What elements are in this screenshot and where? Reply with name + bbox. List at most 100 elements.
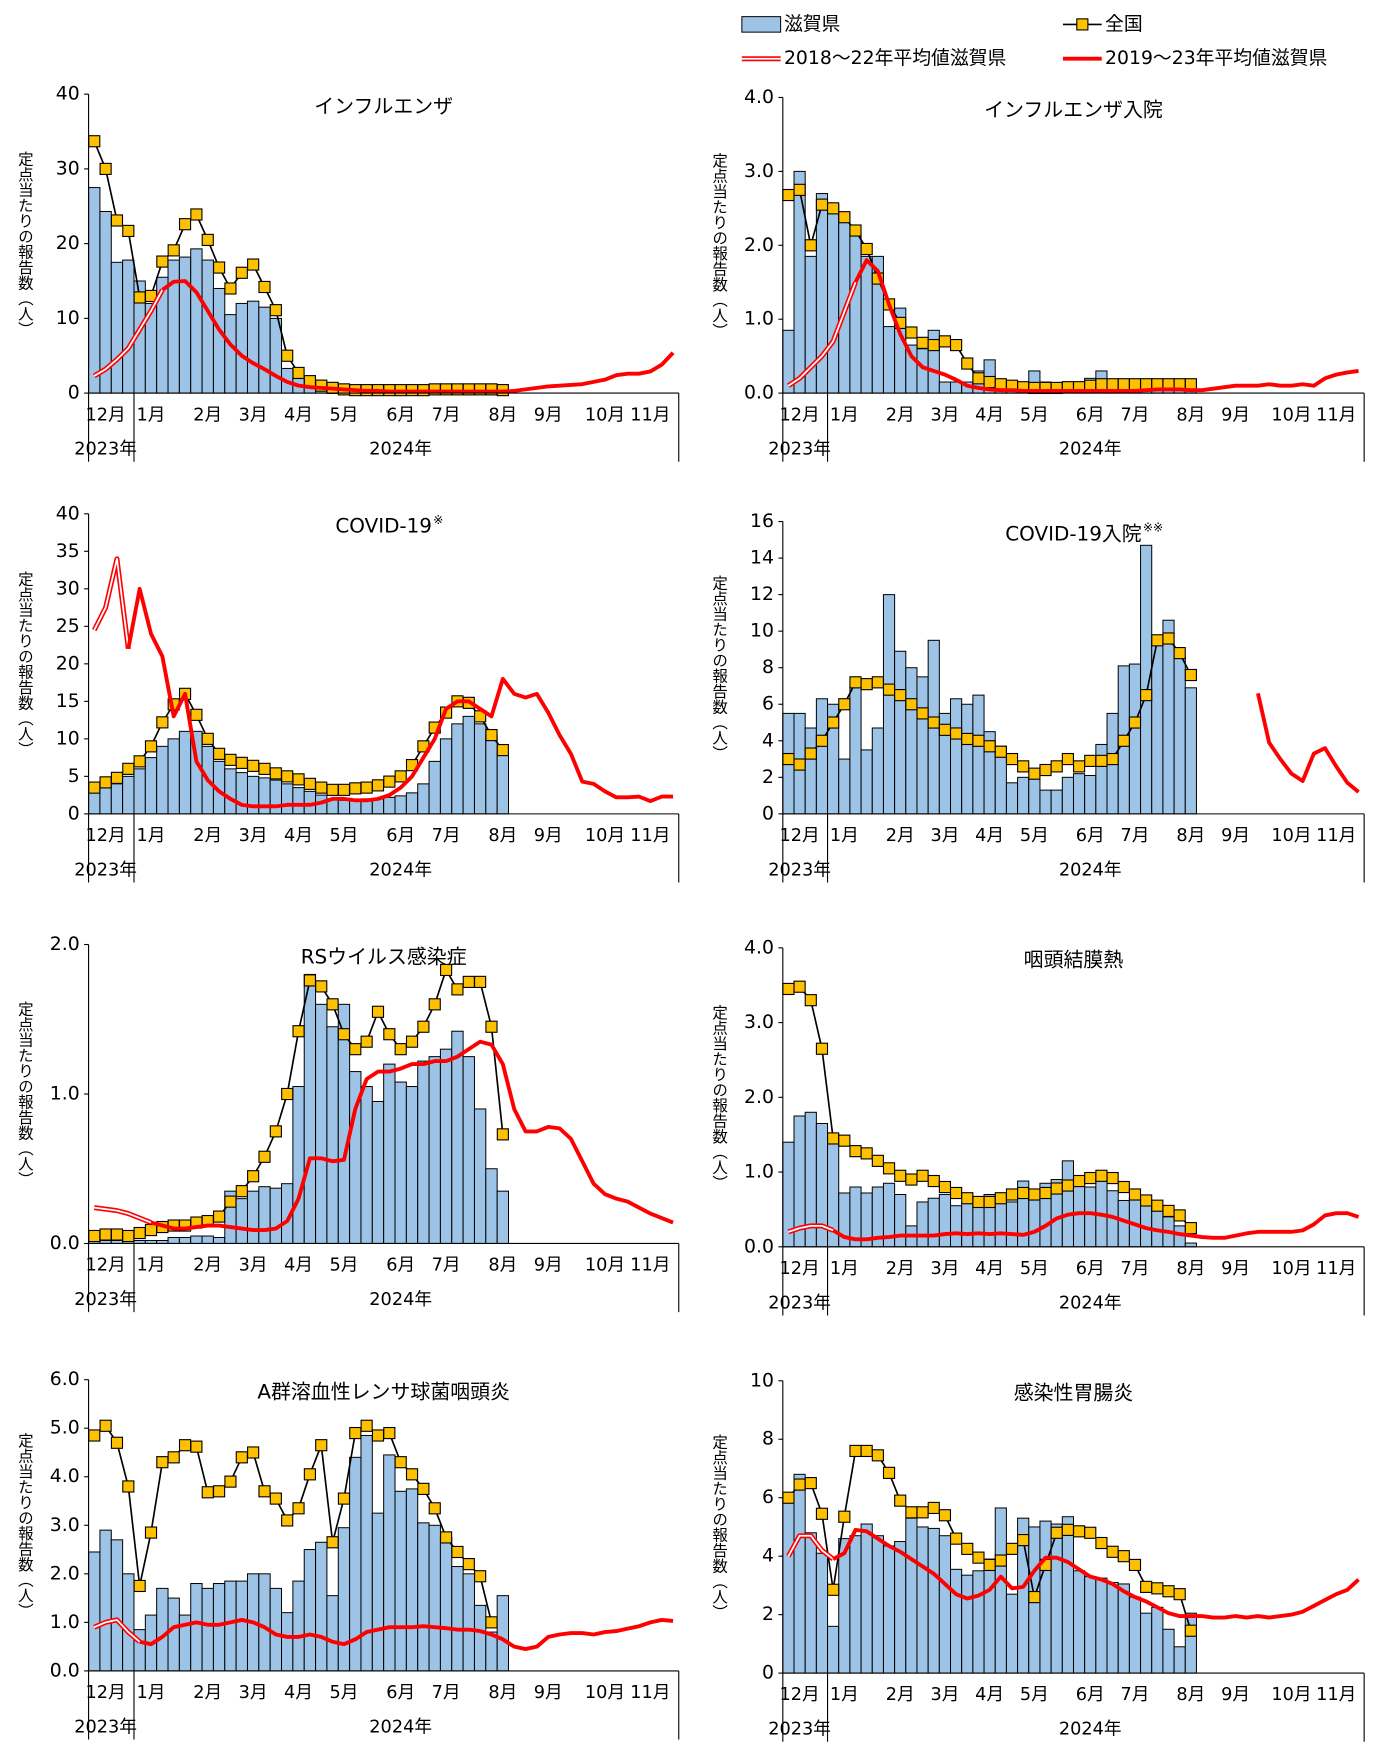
national-marker	[110, 214, 124, 227]
national-marker	[1106, 1545, 1119, 1558]
bar	[905, 1517, 918, 1674]
bar	[428, 760, 441, 815]
national-marker	[88, 781, 101, 794]
national-marker	[1173, 1209, 1186, 1222]
x-tick-label: 7月	[432, 826, 461, 846]
national-marker	[428, 1502, 441, 1515]
y-tick-label: 0	[68, 383, 80, 404]
y-tick-label: 4.0	[50, 1466, 80, 1487]
national-marker	[360, 1035, 373, 1048]
national-marker	[1095, 754, 1108, 767]
national-marker	[1128, 1558, 1142, 1572]
national-marker	[950, 338, 963, 352]
x-tick-label: 5月	[329, 826, 358, 846]
y-axis-label: 定点当たりの報告数（人）	[710, 152, 728, 338]
national-marker	[281, 1514, 294, 1527]
y-axis-label: 定点当たりの報告数（人）	[16, 570, 34, 756]
national-marker	[110, 1228, 124, 1241]
x-tick-label: 8月	[1176, 826, 1205, 846]
bar	[804, 727, 817, 815]
national-marker	[349, 1043, 362, 1056]
national-marker	[235, 756, 248, 769]
national-marker	[383, 775, 396, 788]
bar	[815, 1552, 829, 1674]
bar	[882, 1545, 896, 1674]
x-tick-label: 2月	[886, 1259, 915, 1279]
bar	[99, 787, 112, 815]
bar	[439, 1048, 453, 1244]
bar	[1061, 1160, 1074, 1248]
national-marker	[122, 224, 135, 238]
national-marker	[99, 776, 112, 789]
y-tick-label: 8	[762, 1429, 774, 1450]
chart-title: インフルエンザ	[314, 95, 453, 118]
bar	[439, 738, 453, 815]
national-marker	[474, 975, 487, 988]
x-tick-label: 11月	[1316, 1259, 1356, 1279]
national-marker	[1072, 1525, 1086, 1538]
y-tick-label: 2	[762, 767, 774, 788]
bar	[383, 1063, 396, 1244]
national-marker	[235, 266, 248, 279]
bar	[349, 799, 362, 815]
bar	[994, 1507, 1007, 1674]
bar	[405, 1086, 419, 1244]
x-tick-label: 4月	[284, 1683, 313, 1703]
x-tick-label: 6月	[386, 1256, 415, 1276]
national-marker	[258, 280, 271, 294]
y-tick-label: 5.0	[50, 1418, 80, 1439]
bar	[1128, 663, 1142, 815]
national-marker	[804, 994, 817, 1007]
national-marker	[838, 698, 851, 711]
bar	[1039, 1520, 1052, 1674]
bar	[190, 1235, 203, 1244]
national-marker	[224, 1195, 237, 1208]
bar	[110, 783, 124, 815]
x-tick-label: 1月	[137, 1256, 166, 1276]
bar	[793, 1473, 806, 1674]
national-marker	[860, 1444, 873, 1458]
y-tick-label: 4	[762, 1546, 774, 1567]
y-tick-label: 15	[56, 691, 80, 712]
bar	[927, 1527, 940, 1674]
bar	[133, 768, 146, 815]
y-tick-label: 25	[56, 616, 80, 637]
national-marker	[383, 1426, 396, 1440]
national-marker	[178, 1439, 192, 1452]
x-tick-label: 3月	[239, 1256, 268, 1276]
national-marker	[1140, 1194, 1153, 1207]
y-axis-label: 定点当たりの報告数（人）	[16, 150, 34, 336]
national-marker	[849, 1444, 862, 1458]
national-marker	[782, 1491, 795, 1504]
national-marker	[1184, 668, 1197, 682]
x-tick-label: 9月	[1221, 405, 1250, 425]
y-tick-label: 4.0	[744, 937, 774, 958]
x-tick-label: 10月	[1271, 1685, 1311, 1705]
bar	[849, 1535, 862, 1674]
avg-line-inner	[93, 289, 164, 377]
x-tick-label: 9月	[534, 1683, 563, 1703]
bar	[417, 1060, 430, 1244]
bar	[326, 1026, 339, 1244]
national-marker	[916, 707, 929, 720]
national-marker	[1095, 378, 1108, 391]
chart-title: COVID-19	[335, 515, 432, 538]
x-tick-label: 7月	[1120, 826, 1149, 846]
national-marker	[1017, 760, 1030, 773]
chart-title: 咽頭結膜熱	[1024, 949, 1124, 972]
national-marker	[961, 732, 974, 746]
national-marker	[303, 777, 316, 790]
bar	[1173, 656, 1186, 815]
bar	[110, 261, 124, 394]
bar	[827, 204, 840, 394]
avg-line-inner	[788, 1224, 834, 1233]
x-tick-label: 8月	[1176, 405, 1205, 425]
x-tick-label: 12月	[85, 826, 125, 846]
national-marker	[849, 1145, 862, 1158]
x-tick-label: 6月	[386, 1683, 415, 1703]
national-marker	[235, 1451, 248, 1464]
chart-title: COVID-19入院	[1005, 522, 1142, 545]
bar	[972, 1570, 985, 1674]
bar	[882, 326, 896, 394]
x-tick-label: 9月	[534, 826, 563, 846]
